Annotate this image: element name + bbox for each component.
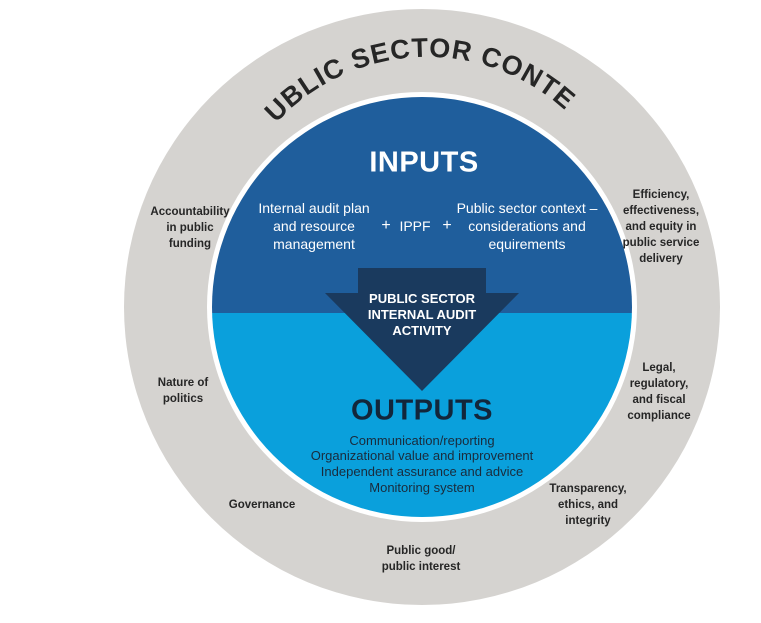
factor-legal-compliance: Legal, regulatory, and fiscal compliance bbox=[627, 362, 691, 422]
factor-accountability: Accountability in public funding bbox=[150, 206, 230, 250]
outputs-title: OUTPUTS bbox=[350, 394, 494, 427]
output-item: Independent assurance and advice bbox=[320, 464, 524, 479]
factor-transparency: Transparency, ethics, and integrity bbox=[549, 483, 627, 527]
output-item: Organizational value and improvement bbox=[310, 448, 534, 463]
factor-nature-of-politics: Nature of politics bbox=[157, 377, 209, 405]
factor-governance: Governance bbox=[228, 499, 296, 511]
activity-label: PUBLIC SECTOR INTERNAL AUDIT ACTIVITY bbox=[367, 291, 477, 338]
input-audit-plan: Internal audit plan and resource managem… bbox=[258, 200, 370, 252]
plus-sign: + bbox=[442, 217, 452, 234]
inputs-title: INPUTS bbox=[369, 146, 479, 179]
output-item: Monitoring system bbox=[369, 480, 475, 495]
factor-public-good: Public good/ public interest bbox=[381, 545, 461, 573]
factor-efficiency: Efficiency, effectiveness, and equity in… bbox=[622, 189, 700, 265]
input-ippf: IPPF bbox=[399, 218, 431, 234]
input-public-sector-context: Public sector context – considerations a… bbox=[456, 200, 598, 252]
output-item: Communication/reporting bbox=[349, 433, 495, 448]
plus-sign: + bbox=[381, 217, 391, 234]
activity-arrow bbox=[325, 268, 519, 391]
